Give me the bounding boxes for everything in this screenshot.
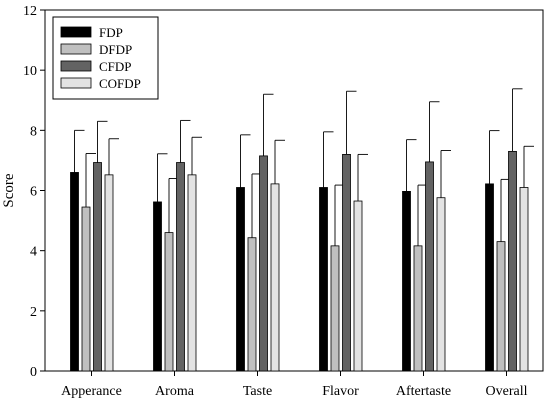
bar (413, 245, 423, 372)
bar (319, 187, 328, 372)
bar (247, 237, 257, 372)
y-tick-label: 10 (23, 64, 37, 79)
bar (93, 162, 102, 372)
bar (153, 201, 162, 372)
bar (402, 191, 411, 372)
y-tick-label: 12 (23, 4, 37, 19)
bar (519, 187, 529, 372)
bar (70, 172, 79, 372)
bar (496, 241, 506, 372)
bar (485, 183, 494, 372)
legend-swatch (60, 26, 92, 38)
x-tick-label: Aftertaste (396, 384, 451, 399)
legend-swatch (60, 60, 92, 72)
bar (330, 245, 340, 372)
bar (508, 150, 517, 372)
x-tick-label: Aroma (155, 384, 195, 399)
bar (104, 174, 114, 372)
legend-label: CFDP (99, 59, 132, 74)
y-axis-label: Score (1, 173, 17, 207)
bar (353, 200, 363, 372)
bar (187, 174, 197, 372)
y-tick-label: 2 (30, 305, 37, 320)
x-tick-label: Flavor (322, 384, 359, 399)
legend-label: DFDP (99, 42, 132, 57)
bar (236, 187, 245, 372)
bar (342, 153, 351, 372)
plot-area: 0 2 4 6 8 10 12 Apperance Aroma Taste Flavor Aftert… (23, 4, 544, 399)
bar (436, 197, 446, 372)
y-tick-label: 6 (30, 185, 37, 200)
bar (164, 232, 174, 372)
y-tick-label: 0 (30, 365, 37, 380)
legend-swatch (60, 43, 92, 55)
x-tick-label: Apperance (61, 384, 122, 399)
x-tick-label: Overall (486, 384, 528, 399)
y-tick-label: 4 (30, 245, 37, 260)
bar (176, 162, 185, 372)
x-tick-label: Taste (243, 384, 272, 399)
legend-swatch (60, 77, 92, 89)
bar (259, 155, 268, 372)
bar (425, 161, 434, 372)
bar (81, 206, 91, 372)
legend-label: COFDP (99, 76, 141, 91)
y-tick-label: 8 (30, 124, 37, 139)
bar (270, 183, 280, 372)
legend-label: FDP (99, 25, 123, 40)
